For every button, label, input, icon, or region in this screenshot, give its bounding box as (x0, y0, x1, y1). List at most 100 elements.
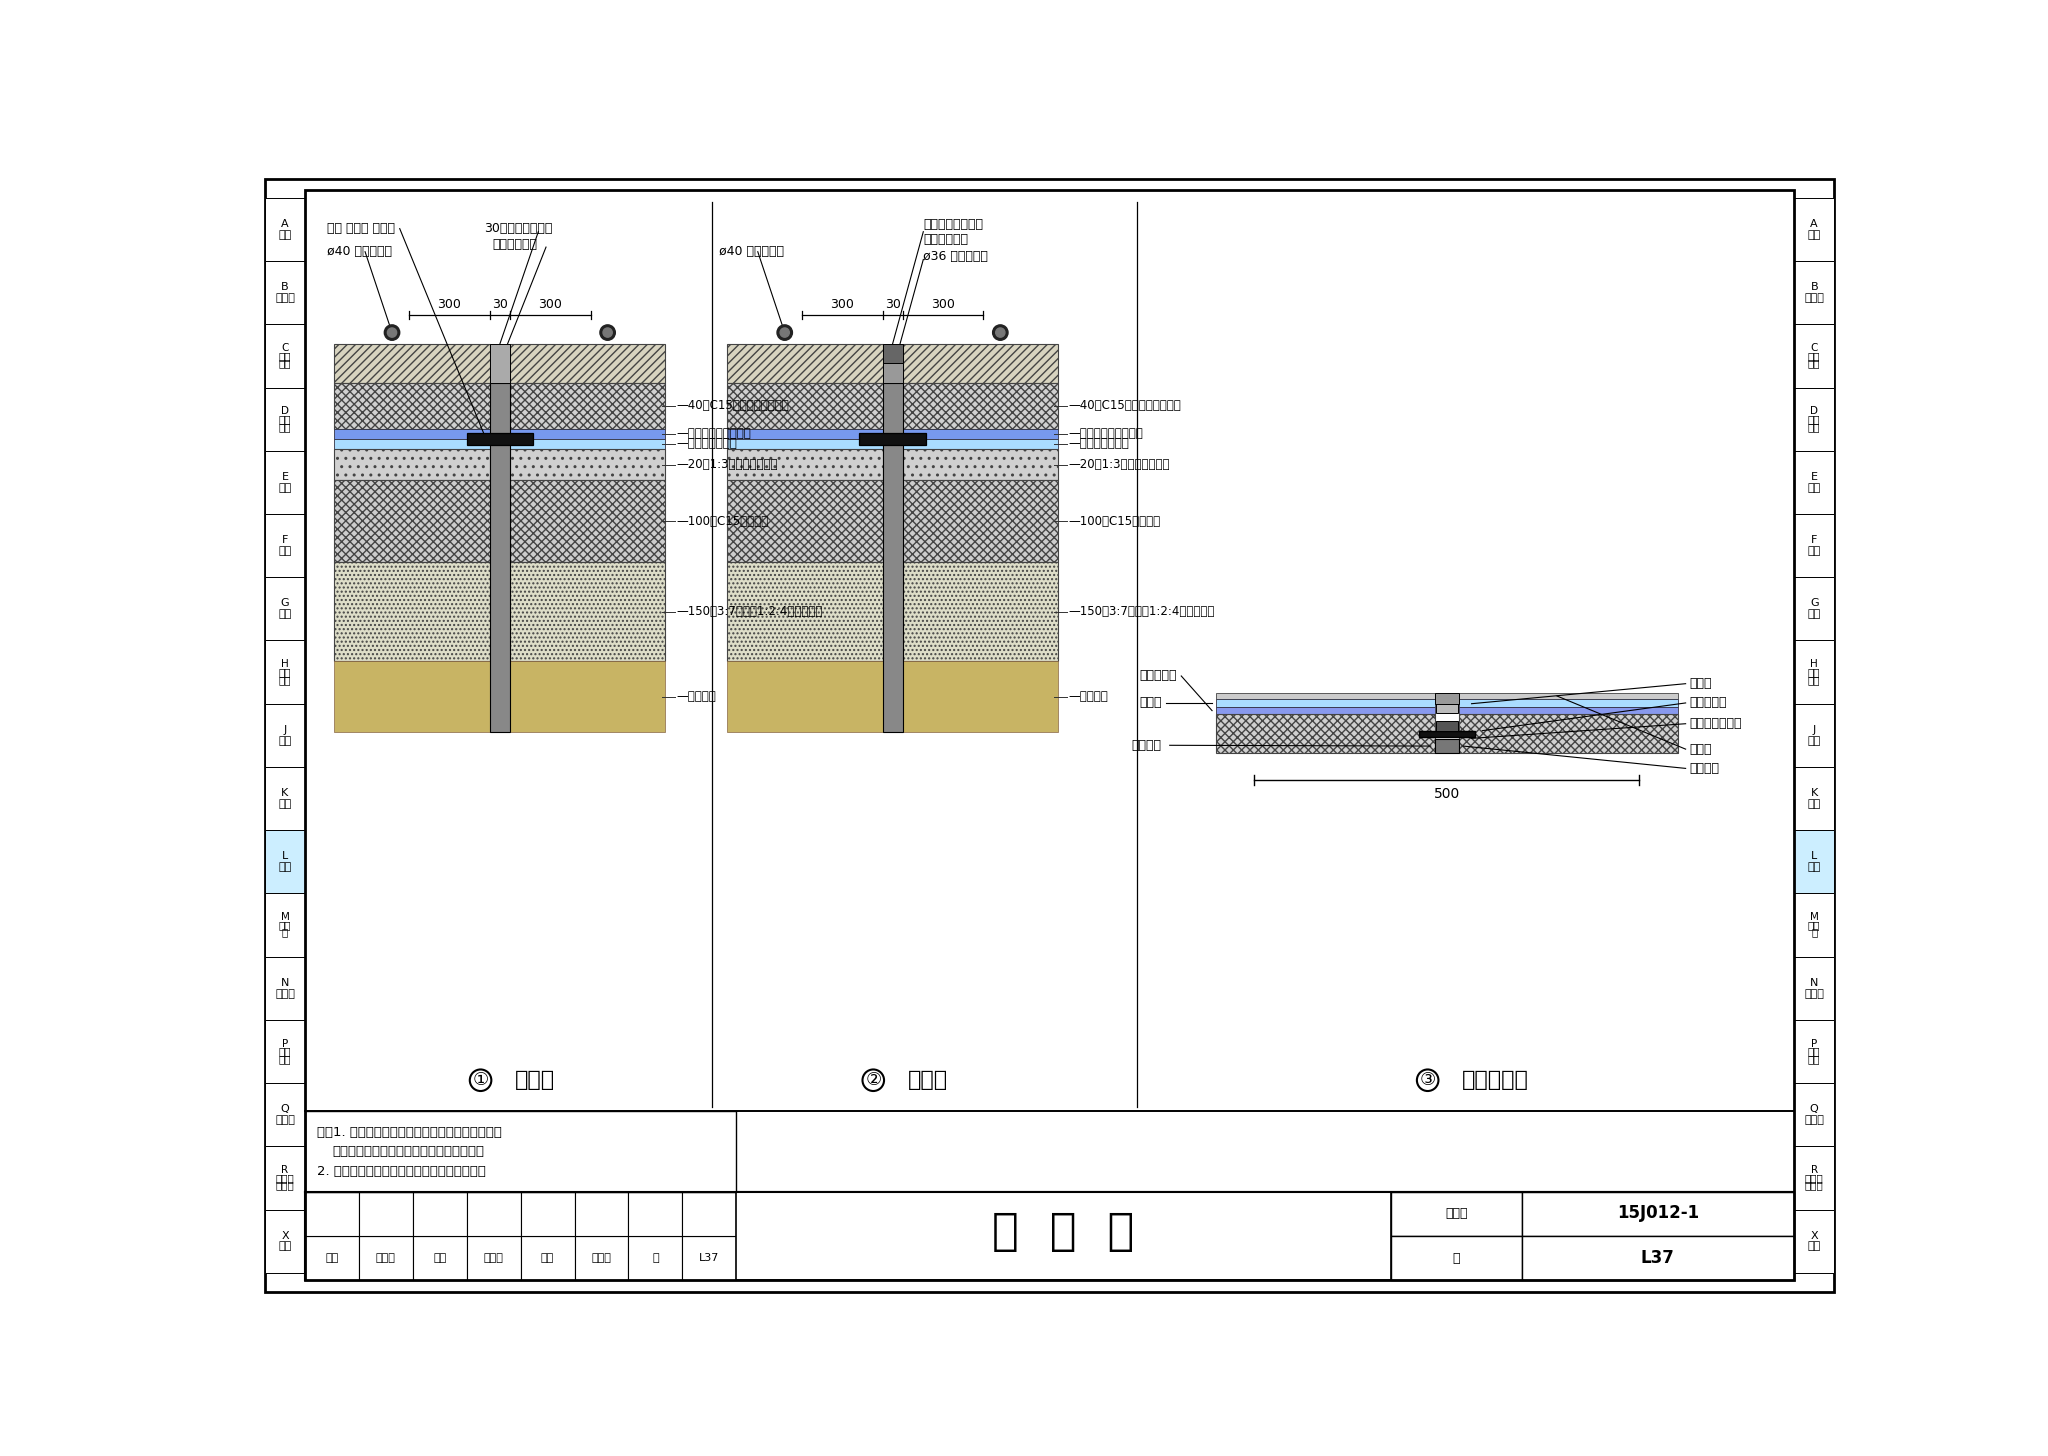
Text: N: N (281, 978, 289, 987)
Text: 水景: 水景 (279, 862, 291, 872)
Bar (264, 1210, 305, 1273)
Bar (727, 661, 883, 732)
Bar (467, 432, 532, 446)
Text: A: A (281, 218, 289, 229)
Text: 史面秀: 史面秀 (377, 1254, 395, 1264)
Bar (727, 430, 883, 438)
Bar (682, 1236, 735, 1280)
Text: 管继堰: 管继堰 (483, 1254, 504, 1264)
Bar (1217, 699, 1434, 706)
Text: L: L (1810, 852, 1817, 862)
Text: 构造: 构造 (1808, 422, 1821, 432)
Bar (575, 1192, 629, 1236)
Text: 态技术: 态技术 (276, 1181, 295, 1191)
Text: 注：1. 工程面层做法包括面层材质和结合层做法，: 注：1. 工程面层做法包括面层材质和结合层做法， (317, 1125, 502, 1139)
Bar (1794, 830, 1835, 894)
Text: ③: ③ (1419, 1072, 1436, 1089)
Bar (334, 383, 489, 430)
Text: K: K (281, 788, 289, 798)
Bar (264, 451, 305, 514)
Bar (1794, 1210, 1835, 1273)
Text: 审核: 审核 (326, 1254, 338, 1264)
Text: 填缝材料: 填缝材料 (1130, 738, 1161, 751)
Text: —150厚3:7灰土或1:2:4碎石三合土: —150厚3:7灰土或1:2:4碎石三合土 (1069, 606, 1214, 619)
Text: P: P (283, 1038, 289, 1048)
Text: 雨水生: 雨水生 (1804, 1174, 1823, 1182)
Bar (1436, 721, 1458, 731)
Text: 300: 300 (829, 298, 854, 312)
Text: 景观: 景观 (279, 920, 291, 930)
Text: 小品: 小品 (279, 1054, 291, 1064)
Bar (264, 198, 305, 261)
Text: 30: 30 (885, 298, 901, 312)
Text: 总说明: 总说明 (1804, 293, 1825, 303)
Text: 树池: 树池 (1808, 674, 1821, 684)
Text: 防水增强层: 防水增强层 (1139, 670, 1176, 683)
Bar (1794, 894, 1835, 957)
Text: A: A (1810, 218, 1819, 229)
Bar (903, 438, 1059, 448)
Text: 变  形  缝: 变 形 缝 (993, 1210, 1135, 1254)
Bar (883, 344, 903, 364)
Bar (414, 1236, 467, 1280)
Bar (305, 1192, 358, 1236)
Text: D: D (281, 406, 289, 416)
Bar (510, 448, 666, 480)
Bar (510, 562, 666, 661)
Bar (727, 480, 883, 562)
Circle shape (995, 328, 1006, 338)
Bar (510, 661, 666, 732)
Text: J: J (1812, 725, 1817, 735)
Bar (727, 448, 883, 480)
Text: ø40 沥青油毡卷: ø40 沥青油毡卷 (326, 245, 391, 258)
Bar (334, 344, 489, 383)
Text: ①: ① (473, 1072, 489, 1089)
Bar (735, 1192, 1391, 1280)
Bar (305, 1192, 1794, 1280)
Bar (629, 1236, 682, 1280)
Bar (334, 438, 489, 448)
Text: B: B (281, 282, 289, 293)
Bar (1217, 715, 1434, 753)
Bar (264, 641, 305, 703)
Text: —20厚1:3水泥砂浆找平层: —20厚1:3水泥砂浆找平层 (1069, 459, 1169, 472)
Text: 缘石: 缘石 (1808, 483, 1821, 492)
Text: 小品: 小品 (1808, 1054, 1821, 1064)
Text: M: M (281, 913, 289, 922)
Bar (520, 1192, 575, 1236)
Text: —素土夯实: —素土夯实 (1069, 690, 1108, 703)
Text: 景墙: 景墙 (279, 735, 291, 745)
Text: E: E (1810, 472, 1819, 482)
Bar (467, 1192, 520, 1236)
Bar (510, 344, 666, 383)
Circle shape (862, 1070, 885, 1091)
Text: 台阶: 台阶 (1808, 609, 1821, 619)
Bar (1794, 261, 1835, 325)
Bar (903, 430, 1059, 438)
Text: 设计: 设计 (541, 1254, 555, 1264)
Circle shape (776, 325, 793, 341)
Text: 缘石: 缘石 (279, 483, 291, 492)
Text: 边沟: 边沟 (279, 546, 291, 556)
Bar (727, 383, 883, 430)
Text: 页: 页 (651, 1254, 659, 1264)
Bar (1460, 693, 1677, 699)
Text: 中埋式钢边: 中埋式钢边 (1690, 696, 1726, 709)
Circle shape (385, 325, 399, 341)
Text: 500: 500 (1434, 786, 1460, 801)
Text: —40厚C15细石混凝土保护层: —40厚C15细石混凝土保护层 (676, 399, 788, 412)
Text: 隔离层: 隔离层 (1690, 743, 1712, 756)
Text: —40厚C15细石混凝土保护层: —40厚C15细石混凝土保护层 (1069, 399, 1182, 412)
Text: 构造: 构造 (279, 422, 291, 432)
Bar (629, 1192, 682, 1236)
Bar (334, 562, 489, 661)
Circle shape (600, 325, 614, 341)
Text: —柔性材料防水层: —柔性材料防水层 (1069, 437, 1130, 450)
Text: L: L (283, 852, 289, 862)
Bar (1217, 706, 1434, 715)
Bar (903, 383, 1059, 430)
Text: 排盐碱: 排盐碱 (274, 1115, 295, 1125)
Text: —20厚1:3水泥砂浆找平层: —20厚1:3水泥砂浆找平层 (676, 459, 778, 472)
Bar (860, 432, 926, 446)
Bar (727, 344, 883, 383)
